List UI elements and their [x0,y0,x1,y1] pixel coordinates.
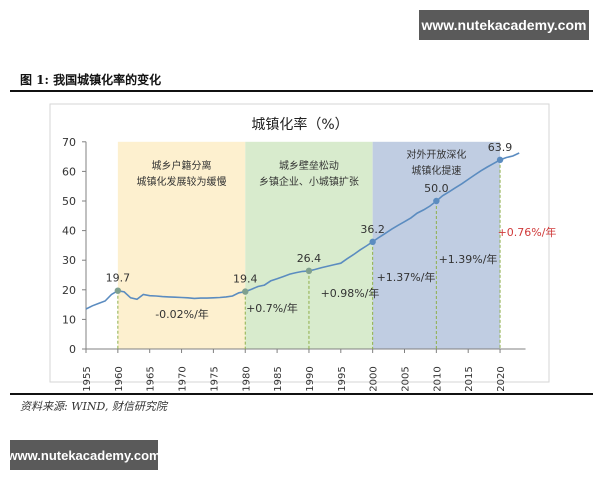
x-tick-label: 1955 [82,366,93,391]
period-label: 城乡壁垒松动 [279,159,339,172]
data-point-label: 50.0 [424,182,449,195]
x-tick-label: 2020 [496,366,507,391]
urbanization-line [85,152,520,310]
x-tick-label: 1980 [241,366,252,391]
x-tick-label: 2015 [464,366,475,391]
y-tick-label: 40 [62,225,76,238]
period-band [245,141,373,349]
y-tick-label: 70 [62,136,76,149]
growth-rate-label: -0.02%/年 [155,307,209,321]
x-tick-label: 1960 [114,366,125,391]
growth-rate-label: +1.37%/年 [377,270,436,284]
data-point-label: 26.4 [297,252,322,265]
period-band [372,141,501,349]
x-tick-label: 1970 [178,366,189,391]
data-point-label: 36.2 [360,223,385,236]
period-label: 对外开放深化 [406,148,466,161]
data-point [305,267,313,275]
data-point [433,197,440,205]
x-tick-label: 1965 [146,366,157,391]
data-point-label: 63.9 [488,141,513,154]
x-tick-label: 2000 [369,366,380,391]
data-point-label: 19.4 [233,273,258,286]
data-point [242,288,249,295]
watermark-bottom: www.nutekacademy.com [7,440,161,470]
source-note: 资料来源: WIND, 财信研究院 [20,400,167,413]
y-tick-label: 60 [62,165,76,178]
x-tick-label: 2005 [401,366,412,391]
x-tick-label: 1990 [305,366,316,391]
y-tick-label: 20 [62,284,76,297]
figure-title: 图 1: 我国城镇化率的变化 [20,73,162,87]
y-tick-label: 0 [69,343,76,356]
guide-lines [117,159,501,349]
y-tick-label: 10 [62,313,76,326]
source-divider [10,393,593,395]
period-label: 城镇化发展较为缓慢 [137,175,227,188]
growth-rate-label: +0.7%/年 [246,301,298,315]
data-point [369,238,376,246]
period-band [117,141,246,349]
growth-annotations: -0.02%/年 +0.7%/年 +0.98%/年 +1.37%/年+1.39%/年+… [155,225,556,321]
growth-rate-label: +0.76%/年 [498,225,557,239]
data-point [496,156,504,164]
period-label: 城乡户籍分离 [152,159,212,172]
chart-title: 城镇化率（%） [251,116,348,133]
x-tick-label: 1995 [337,366,348,391]
growth-rate-label: +0.98%/年 [321,286,380,300]
x-tick-label: 1975 [209,366,220,391]
y-tick-label: 30 [62,254,76,267]
x-tick-label: 1985 [273,366,284,391]
period-label: 城镇化提速 [411,164,461,177]
x-tick-label: 2010 [432,366,443,391]
y-tick-label: 50 [62,195,76,208]
growth-rate-label: +1.39%/年 [439,252,498,266]
data-point-label: 19.7 [106,272,131,285]
period-label: 乡镇企业、小城镇扩张 [259,175,359,188]
title-divider [10,90,593,92]
axes: 0 10 20 30 40 50 60 70 1955 1960 1965 1970 1975 1980 1… [62,136,526,392]
highlighted-points: 19.7 19.4 26.4 36.2 50.0 63.9 [106,141,513,295]
watermark-top: www.nutekacademy.com [419,10,589,40]
data-point [114,287,122,294]
